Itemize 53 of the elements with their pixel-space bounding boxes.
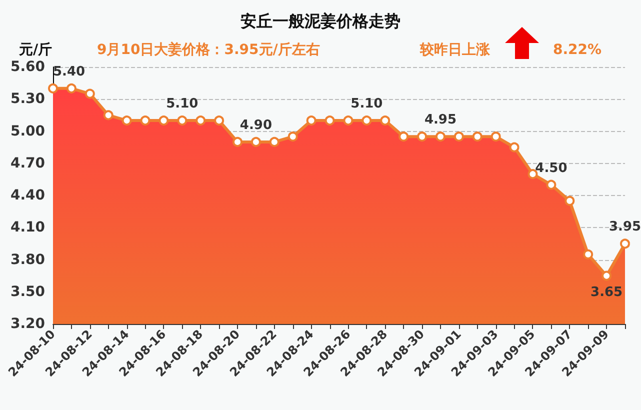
point — [417, 132, 428, 142]
point — [103, 110, 114, 120]
point — [250, 136, 261, 147]
data-label: 4.95 — [424, 112, 457, 128]
point — [490, 132, 501, 142]
point — [66, 83, 76, 94]
point — [343, 116, 354, 126]
chart-subtitle: 9月10日大姜价格：3.95元/斤左右 — [97, 41, 320, 58]
point — [435, 132, 446, 142]
y-tick-label: 4.10 — [10, 220, 46, 236]
point — [232, 136, 243, 147]
point — [398, 132, 409, 142]
point — [306, 116, 316, 126]
y-tick-label: 3.20 — [10, 316, 46, 332]
point — [583, 249, 594, 260]
point — [288, 132, 298, 142]
point — [546, 180, 556, 190]
data-label: 3.95 — [608, 220, 641, 235]
point — [122, 116, 132, 126]
point — [454, 132, 464, 142]
data-label: 5.10 — [166, 96, 198, 112]
point — [380, 116, 390, 126]
y-tick-label: 5.60 — [10, 59, 46, 75]
point — [269, 136, 280, 147]
chart-title: 安丘一般泥姜价格走势 — [240, 12, 400, 30]
y-tick-label: 5.00 — [10, 123, 46, 140]
point — [84, 88, 95, 99]
point — [324, 116, 335, 126]
data-label: 5.40 — [52, 64, 86, 80]
point — [158, 116, 169, 126]
point — [564, 196, 575, 206]
y-tick-label: 5.30 — [10, 91, 46, 108]
point — [362, 116, 372, 126]
y-tick-label: 3.50 — [10, 284, 46, 300]
point — [509, 142, 520, 152]
point — [196, 116, 206, 126]
text: 较昨日上涨 — [419, 42, 491, 58]
data-label: 4.90 — [240, 118, 272, 133]
point — [48, 83, 58, 94]
y-axis-title: 元/斤 — [18, 41, 52, 58]
point — [177, 116, 188, 126]
point — [140, 116, 150, 126]
point — [472, 132, 482, 142]
y-tick-label: 4.40 — [10, 188, 46, 204]
text: 8.22% — [553, 42, 602, 58]
y-tick-label: 4.70 — [10, 155, 46, 172]
data-label: 5.10 — [350, 96, 383, 112]
data-label: 3.65 — [590, 284, 623, 300]
y-tick-label: 3.80 — [10, 252, 46, 268]
point — [602, 270, 612, 281]
data-label: 4.50 — [535, 160, 568, 176]
point — [620, 238, 630, 249]
point — [214, 116, 224, 126]
